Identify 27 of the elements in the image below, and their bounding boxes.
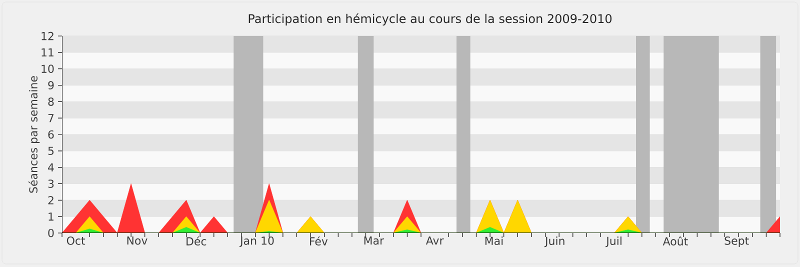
x-tick-label: Jan 10 [240,236,274,247]
y-tick-label: 1 [48,212,54,221]
y-tick-label: 11 [42,48,54,56]
x-tick-label: Déc [186,236,206,246]
x-tick-label: Août [662,236,688,246]
x-tick-label: Fév [310,236,328,246]
y-tick-label: 0 [48,228,54,238]
x-tick-label: Juil [606,236,622,248]
x-tick-label: Mai [485,236,503,246]
y-tick-label: 6 [48,130,54,139]
y-tick-label: 2 [48,196,54,204]
y-tick-label: 7 [48,114,54,122]
y-tick-label: 8 [48,98,54,106]
x-tick-label: Mar [364,236,384,245]
y-tick-label: 5 [48,146,54,155]
y-axis-title: Séances par semaine [28,76,40,193]
x-tick-label: Oct [66,236,86,245]
x-tick-label: Sept [724,236,749,247]
y-tick-label: 4 [48,163,54,172]
y-tick-label: 3 [48,180,54,188]
x-tick-label: Avr [426,236,444,245]
y-tick-label: 10 [42,64,54,73]
y-tick-label: 9 [48,81,54,90]
y-tick-label: 12 [42,32,54,40]
x-tick-label: Juin [544,236,564,248]
x-tick-label: Nov [127,236,148,245]
chart-title: Participation en hémicycle au cours de la session 2009-2010 [248,13,612,26]
